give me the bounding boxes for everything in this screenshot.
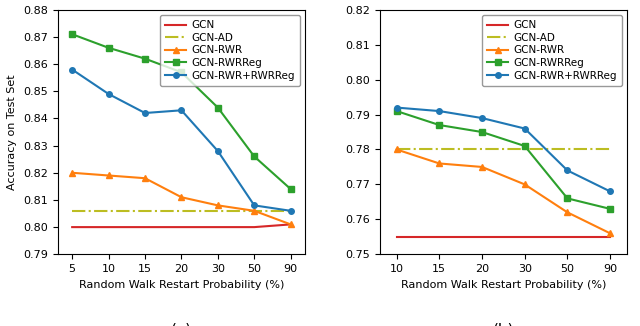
GCN-RWR: [606, 231, 614, 235]
GCN-RWR: [564, 210, 572, 214]
GCN: [435, 235, 443, 239]
GCN-AD: [177, 209, 185, 213]
GCN: [564, 235, 572, 239]
GCN-RWRReg: [393, 109, 401, 113]
GCN-RWR+RWRReg: [250, 203, 258, 207]
GCN-RWR: [478, 165, 486, 169]
GCN: [287, 222, 294, 226]
GCN-RWRReg: [564, 197, 572, 200]
GCN-RWR: [521, 183, 529, 186]
GCN-RWRReg: [177, 70, 185, 74]
GCN-RWR+RWRReg: [141, 111, 149, 115]
GCN-RWRReg: [68, 32, 76, 36]
GCN: [393, 235, 401, 239]
Line: GCN-RWRReg: GCN-RWRReg: [394, 108, 613, 212]
GCN-AD: [564, 148, 572, 152]
Legend: GCN, GCN-AD, GCN-RWR, GCN-RWRReg, GCN-RWR+RWRReg: GCN, GCN-AD, GCN-RWR, GCN-RWRReg, GCN-RW…: [160, 15, 300, 86]
Line: GCN-RWRReg: GCN-RWRReg: [69, 31, 294, 192]
GCN: [141, 225, 149, 229]
GCN: [606, 235, 614, 239]
GCN-AD: [393, 148, 401, 152]
GCN: [177, 225, 185, 229]
GCN-AD: [214, 209, 221, 213]
GCN-RWRReg: [521, 144, 529, 148]
GCN-AD: [68, 209, 76, 213]
Line: GCN: GCN: [72, 224, 291, 227]
GCN-RWRReg: [105, 46, 113, 50]
GCN-RWR: [250, 209, 258, 213]
GCN-AD: [141, 209, 149, 213]
GCN: [68, 225, 76, 229]
Line: GCN-RWR: GCN-RWR: [394, 147, 613, 236]
GCN-RWRReg: [478, 130, 486, 134]
GCN-AD: [105, 209, 113, 213]
GCN-AD: [287, 209, 294, 213]
GCN-AD: [435, 148, 443, 152]
X-axis label: Random Walk Restart Probability (%): Random Walk Restart Probability (%): [79, 280, 284, 289]
GCN-RWR+RWRReg: [478, 116, 486, 120]
GCN-RWRReg: [250, 155, 258, 158]
GCN-RWRReg: [141, 57, 149, 61]
GCN-RWR+RWRReg: [435, 109, 443, 113]
GCN: [478, 235, 486, 239]
GCN: [521, 235, 529, 239]
GCN-RWR+RWRReg: [68, 67, 76, 71]
Y-axis label: Accuracy on Test Set: Accuracy on Test Set: [8, 74, 17, 190]
GCN-AD: [250, 209, 258, 213]
Line: GCN-RWR: GCN-RWR: [69, 170, 294, 227]
GCN-RWR: [393, 148, 401, 152]
GCN-RWR+RWRReg: [564, 169, 572, 172]
GCN-AD: [521, 148, 529, 152]
Line: GCN-RWR+RWRReg: GCN-RWR+RWRReg: [69, 67, 294, 214]
GCN-RWR: [435, 161, 443, 165]
GCN-RWR: [214, 203, 221, 207]
GCN-RWR: [177, 195, 185, 199]
Text: (b): (b): [493, 323, 514, 326]
GCN: [250, 225, 258, 229]
GCN-RWR+RWRReg: [214, 149, 221, 153]
GCN-RWR+RWRReg: [105, 92, 113, 96]
GCN-RWR: [68, 171, 76, 175]
GCN-RWR+RWRReg: [287, 209, 294, 213]
GCN-RWR+RWRReg: [393, 106, 401, 110]
Text: (a): (a): [171, 323, 192, 326]
GCN-RWR+RWRReg: [177, 108, 185, 112]
GCN-RWR+RWRReg: [521, 126, 529, 130]
GCN-RWRReg: [606, 207, 614, 211]
Legend: GCN, GCN-AD, GCN-RWR, GCN-RWRReg, GCN-RWR+RWRReg: GCN, GCN-AD, GCN-RWR, GCN-RWRReg, GCN-RW…: [482, 15, 622, 86]
GCN: [214, 225, 221, 229]
GCN-RWR+RWRReg: [606, 189, 614, 193]
GCN-RWRReg: [214, 106, 221, 110]
GCN-AD: [606, 148, 614, 152]
GCN-AD: [478, 148, 486, 152]
GCN: [105, 225, 113, 229]
GCN-RWR: [287, 222, 294, 226]
Line: GCN-RWR+RWRReg: GCN-RWR+RWRReg: [394, 105, 613, 194]
GCN-RWR: [105, 173, 113, 177]
X-axis label: Random Walk Restart Probability (%): Random Walk Restart Probability (%): [401, 280, 606, 289]
GCN-RWRReg: [287, 187, 294, 191]
GCN-RWR: [141, 176, 149, 180]
GCN-RWRReg: [435, 123, 443, 127]
